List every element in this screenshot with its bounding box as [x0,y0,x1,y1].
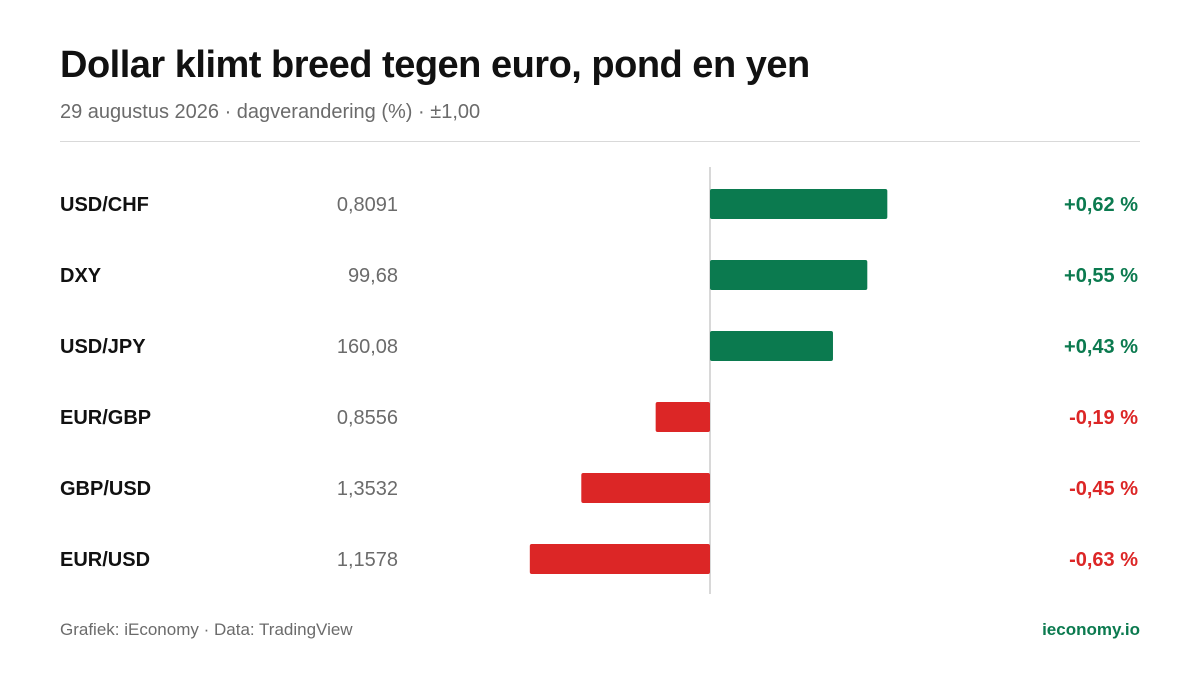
category-label: USD/CHF [60,194,149,216]
rate-label: 160,08 [337,336,398,358]
chart-row: GBP/USD 1,3532 -0,45 % [60,473,1138,503]
change-label: -0,45 % [1069,478,1138,500]
bar [710,260,868,290]
bar [710,331,833,361]
category-label: GBP/USD [60,478,151,500]
bar [655,402,710,432]
change-label: -0,63 % [1069,549,1138,571]
change-label: +0,55 % [1064,265,1138,287]
rate-label: 1,3532 [337,478,398,500]
change-label: -0,19 % [1069,407,1138,429]
chart-subtitle: 29 augustus 2026 · dagverandering (%) · … [60,101,481,123]
chart-rows: USD/CHF 0,8091 +0,62 % DXY 99,68 +0,55 % USD/J… [60,189,1138,574]
chart-row: USD/JPY 160,08 +0,43 % [60,331,1138,361]
chart-row: EUR/USD 1,1578 -0,63 % [60,544,1138,574]
source-credit: Grafiek: iEconomy · Data: TradingView [60,620,353,639]
change-label: +0,62 % [1064,194,1138,216]
chart-row: USD/CHF 0,8091 +0,62 % [60,189,1138,219]
rate-label: 1,1578 [337,549,398,571]
chart-row: EUR/GBP 0,8556 -0,19 % [60,402,1138,432]
chart-row: DXY 99,68 +0,55 % [60,260,1138,290]
rate-label: 99,68 [348,265,398,287]
change-label: +0,43 % [1064,336,1138,358]
bar [529,544,710,574]
header-divider [60,141,1140,142]
chart-title: Dollar klimt breed tegen euro, pond en y… [60,44,810,86]
rate-label: 0,8091 [337,194,398,216]
rate-label: 0,8556 [337,407,398,429]
bar [710,189,888,219]
category-label: USD/JPY [60,336,146,358]
bar [581,473,710,503]
brand-link[interactable]: ieconomy.io [1042,620,1140,639]
category-label: EUR/USD [60,549,150,571]
category-label: EUR/GBP [60,407,151,429]
category-label: DXY [60,265,102,287]
